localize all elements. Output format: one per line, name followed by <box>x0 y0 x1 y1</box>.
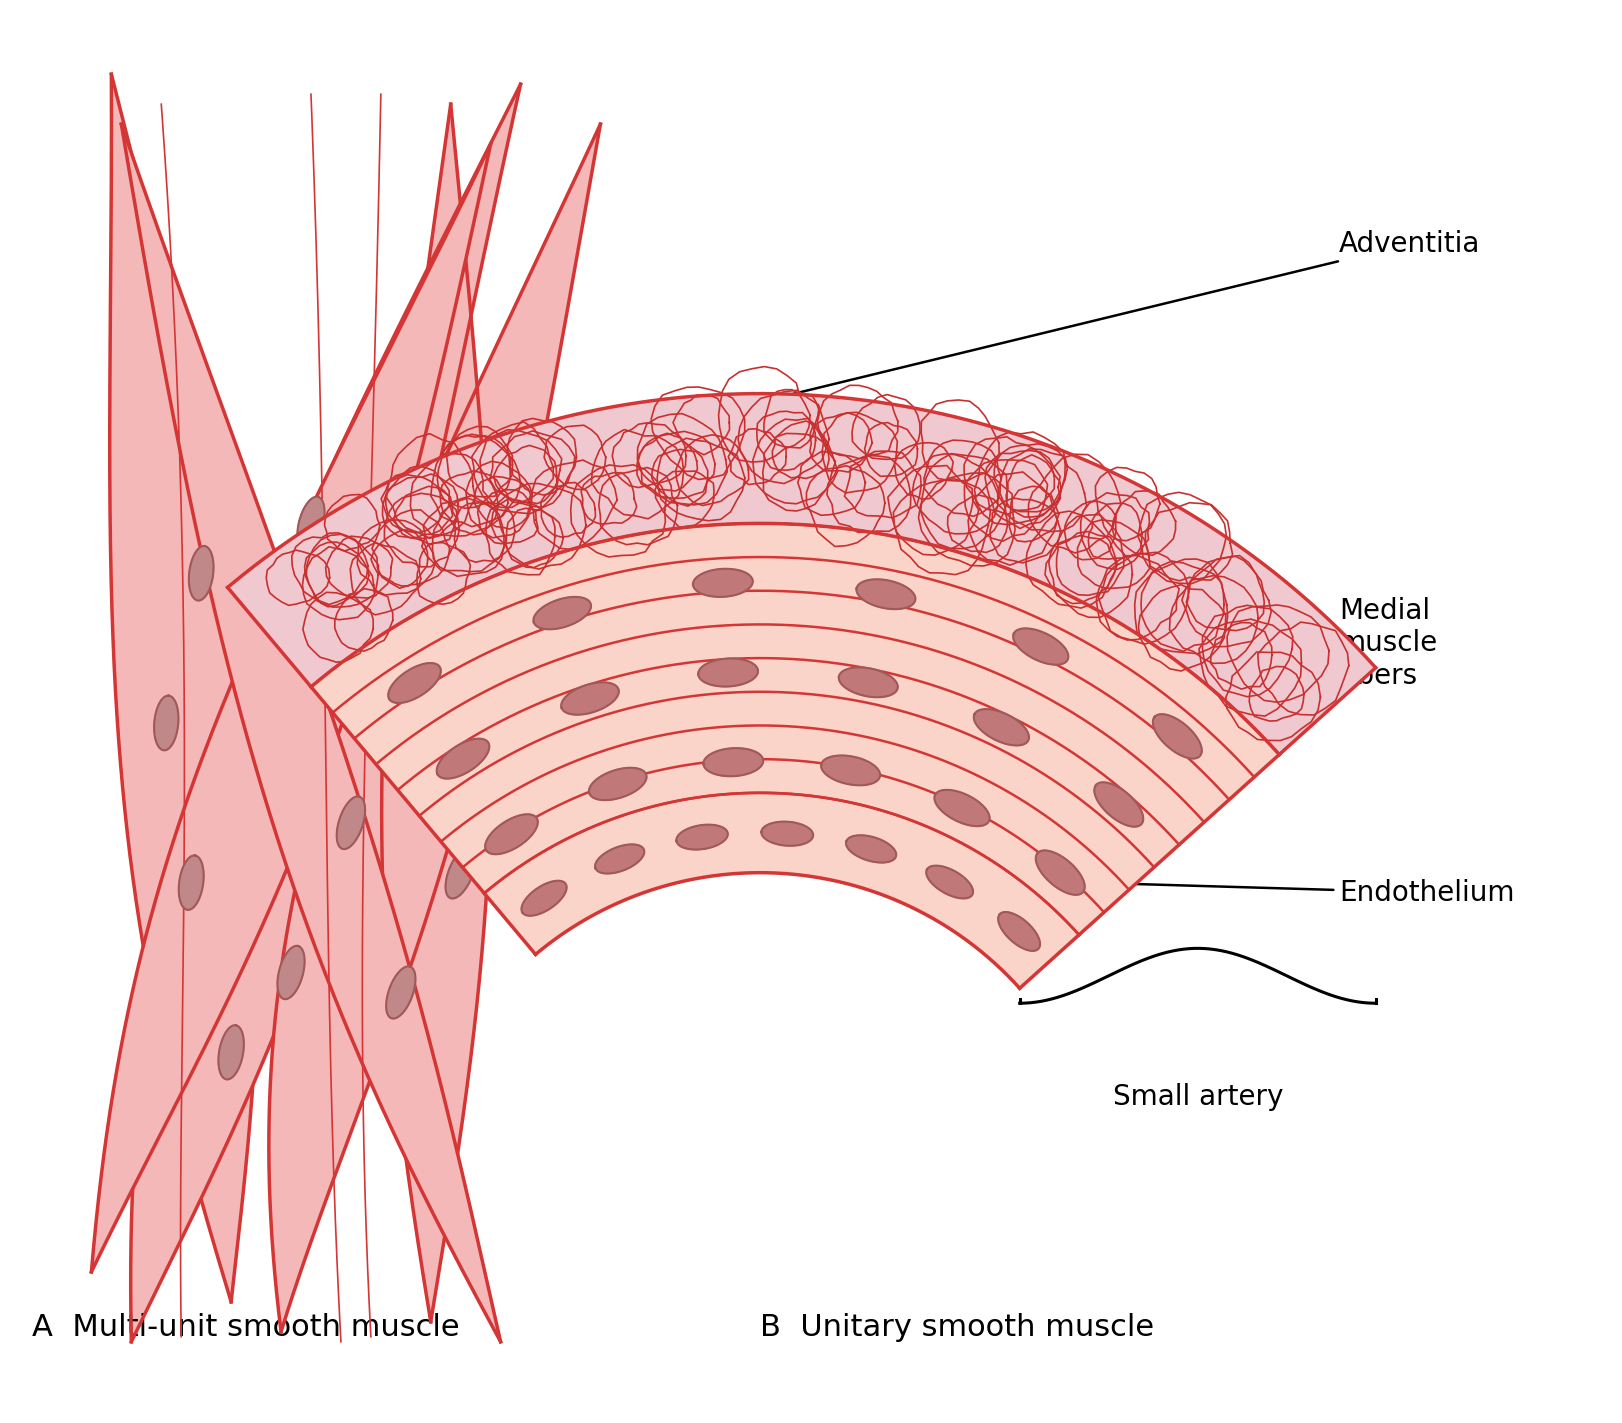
Polygon shape <box>446 847 475 898</box>
Polygon shape <box>122 124 501 1342</box>
Polygon shape <box>381 104 493 1322</box>
Polygon shape <box>595 844 644 874</box>
Polygon shape <box>998 912 1040 951</box>
Polygon shape <box>697 659 757 686</box>
Polygon shape <box>839 667 897 697</box>
Polygon shape <box>388 663 441 703</box>
Polygon shape <box>485 793 1079 988</box>
Polygon shape <box>337 797 365 850</box>
Polygon shape <box>821 756 881 785</box>
Polygon shape <box>406 677 436 729</box>
Polygon shape <box>934 790 989 827</box>
Polygon shape <box>1014 629 1069 665</box>
Text: Adventitia: Adventitia <box>624 231 1481 435</box>
Polygon shape <box>926 865 973 898</box>
Text: B  Unitary smooth muscle: B Unitary smooth muscle <box>761 1313 1155 1342</box>
Polygon shape <box>485 814 539 854</box>
Polygon shape <box>761 821 813 845</box>
Polygon shape <box>1036 851 1085 895</box>
Polygon shape <box>277 946 305 999</box>
Polygon shape <box>297 497 324 551</box>
Polygon shape <box>154 696 178 750</box>
Polygon shape <box>227 394 1375 754</box>
Polygon shape <box>436 739 490 778</box>
Polygon shape <box>973 709 1028 746</box>
Polygon shape <box>693 569 753 596</box>
Polygon shape <box>521 881 566 916</box>
Polygon shape <box>1153 714 1202 758</box>
Polygon shape <box>91 144 490 1272</box>
Polygon shape <box>131 84 521 1342</box>
Text: Small artery: Small artery <box>1113 1083 1283 1111</box>
Polygon shape <box>561 683 620 714</box>
Polygon shape <box>847 835 897 862</box>
Polygon shape <box>110 74 258 1302</box>
Polygon shape <box>311 524 1280 935</box>
Polygon shape <box>856 579 915 609</box>
Polygon shape <box>704 748 764 776</box>
Polygon shape <box>589 768 647 800</box>
Polygon shape <box>269 124 600 1332</box>
Polygon shape <box>1095 783 1144 827</box>
Text: Endothelium: Endothelium <box>946 878 1515 906</box>
Polygon shape <box>386 966 415 1019</box>
Polygon shape <box>219 1025 243 1080</box>
Polygon shape <box>328 646 355 700</box>
Polygon shape <box>534 596 590 629</box>
Polygon shape <box>178 855 204 909</box>
Polygon shape <box>676 825 728 850</box>
Text: Medial
muscle
fibers: Medial muscle fibers <box>869 596 1439 723</box>
Text: A  Multi-unit smooth muscle: A Multi-unit smooth muscle <box>31 1313 459 1342</box>
Polygon shape <box>188 546 214 601</box>
